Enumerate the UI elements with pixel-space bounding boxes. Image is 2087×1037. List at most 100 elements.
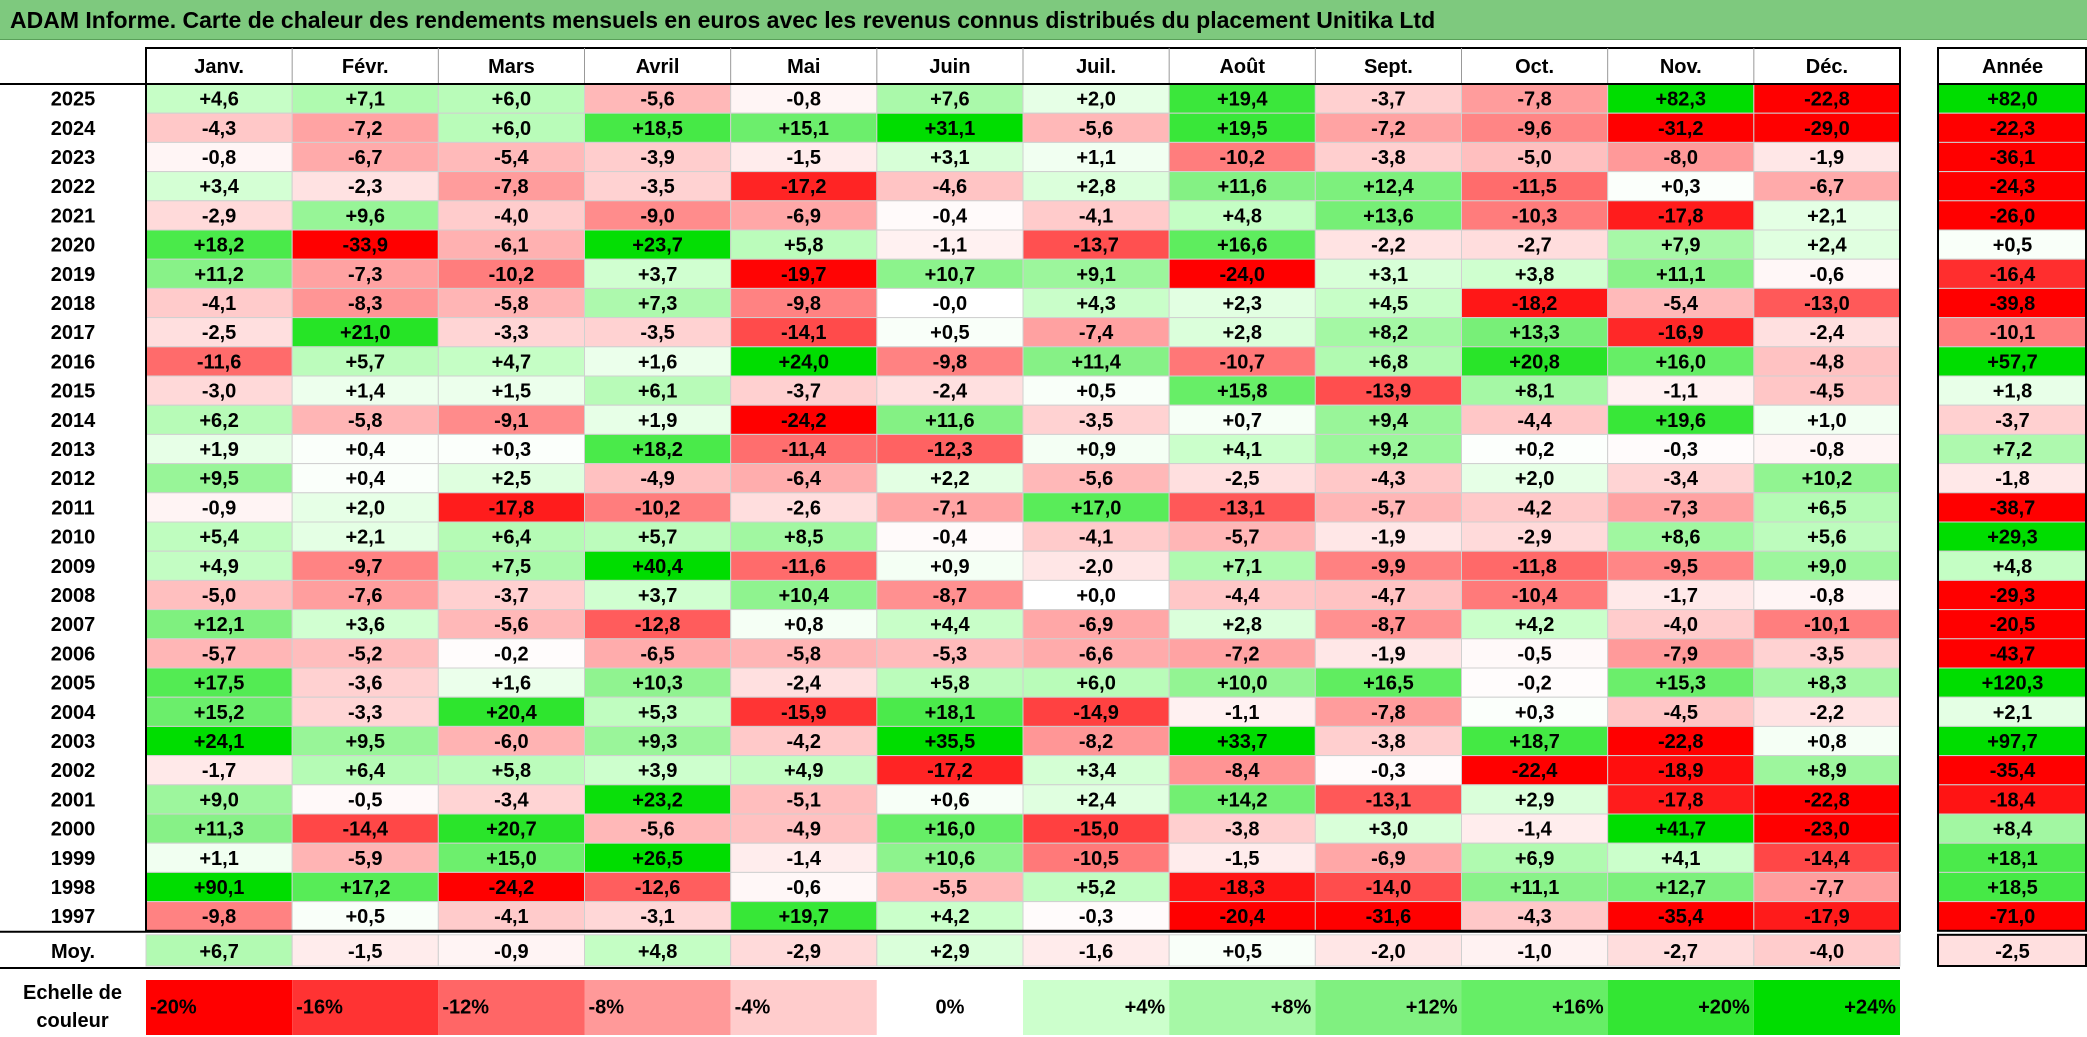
heatmap-cell xyxy=(1753,638,1901,669)
cell-value: -5,8 xyxy=(494,293,528,315)
scale-swatch xyxy=(1023,980,1170,1035)
heatmap-cell xyxy=(584,725,732,757)
heatmap-cell xyxy=(730,696,878,727)
cell-value: +10,7 xyxy=(925,264,976,286)
cell-value: +0,8 xyxy=(784,614,823,636)
avg-cell xyxy=(437,934,586,967)
cell-value: -5,6 xyxy=(1079,468,1113,490)
cell-value: -10,3 xyxy=(1512,205,1558,227)
avg-cell xyxy=(1168,934,1316,967)
cell-value: +14,2 xyxy=(1217,789,1268,811)
heatmap-cell xyxy=(876,696,1024,727)
heatmap-cell xyxy=(1607,609,1755,640)
heatmap-cell xyxy=(1461,171,1609,202)
cell-value: -1,7 xyxy=(202,760,236,782)
cell-value: +1,9 xyxy=(199,439,238,461)
cell-value: -5,6 xyxy=(640,819,674,841)
cell-value: -5,6 xyxy=(640,89,674,111)
cell-value: +0,7 xyxy=(1223,410,1262,432)
annual-value: +18,5 xyxy=(1987,877,2038,899)
cell-value: +3,4 xyxy=(199,176,239,198)
cell-value: +3,0 xyxy=(1369,819,1408,841)
year-label: 2023 xyxy=(51,147,96,169)
annual-value: +2,1 xyxy=(1993,702,2032,724)
annual-value: -35,4 xyxy=(1990,760,2036,782)
annual-cell xyxy=(1937,813,2087,844)
heatmap-cell xyxy=(1314,521,1463,552)
cell-value: +6,0 xyxy=(492,118,531,140)
cell-value: -8,3 xyxy=(348,293,382,315)
heatmap-cell xyxy=(1461,112,1609,143)
cell-value: +2,1 xyxy=(346,527,385,549)
cell-value: +18,1 xyxy=(925,702,976,724)
cell-value: -4,1 xyxy=(1079,527,1113,549)
heatmap-cell xyxy=(1461,696,1609,727)
cell-value: +20,4 xyxy=(486,702,537,724)
cell-value: -4,6 xyxy=(933,176,967,198)
heatmap-cell xyxy=(1753,696,1901,727)
cell-value: +2,4 xyxy=(1076,789,1116,811)
heatmap-cell xyxy=(1753,609,1901,640)
cell-value: -0,8 xyxy=(1810,439,1844,461)
cell-value: -9,8 xyxy=(787,293,821,315)
cell-value: +5,8 xyxy=(930,673,969,695)
cell-value: +24,0 xyxy=(778,351,829,373)
month-header-11: Nov. xyxy=(1660,56,1702,78)
cell-value: -8,2 xyxy=(1079,731,1113,753)
month-header-4: Avril xyxy=(636,56,680,78)
cell-value: -33,9 xyxy=(342,235,388,257)
avg-cell xyxy=(1314,934,1463,967)
annual-value: -36,1 xyxy=(1990,147,2036,169)
cell-value: -7,2 xyxy=(1225,643,1259,665)
cell-value: +2,0 xyxy=(1515,468,1554,490)
cell-value: +12,7 xyxy=(1655,877,1706,899)
cell-value: +6,9 xyxy=(1515,848,1554,870)
heatmap-cell xyxy=(291,784,439,815)
heatmap-cell xyxy=(1168,579,1316,611)
heatmap-cell xyxy=(584,433,732,465)
heatmap-cell xyxy=(1607,200,1755,231)
cell-value: +3,8 xyxy=(1515,264,1554,286)
cell-value: -13,0 xyxy=(1804,293,1850,315)
avg-value: +2,9 xyxy=(930,941,969,963)
cell-value: -6,9 xyxy=(1371,848,1405,870)
annual-cell xyxy=(1937,842,2087,873)
month-header-7: Juil. xyxy=(1076,56,1116,78)
cell-value: +7,9 xyxy=(1661,235,1700,257)
cell-value: +2,8 xyxy=(1076,176,1115,198)
cell-value: +82,3 xyxy=(1655,89,1706,111)
year-label: 2007 xyxy=(51,614,96,636)
cell-value: +6,4 xyxy=(492,527,532,549)
cell-value: +1,0 xyxy=(1807,410,1846,432)
heatmap-cell xyxy=(1314,667,1463,698)
heatmap-cell xyxy=(876,492,1024,523)
annual-cell xyxy=(1937,463,2087,494)
annual-value: +7,2 xyxy=(1993,439,2032,461)
heatmap-cell xyxy=(1461,317,1609,348)
heatmap-cell xyxy=(1022,229,1170,260)
cell-value: -6,4 xyxy=(787,468,822,490)
heatmap-cell xyxy=(730,171,878,202)
annual-value: -26,0 xyxy=(1990,205,2036,227)
cell-value: -1,4 xyxy=(787,848,822,870)
cell-value: -17,2 xyxy=(781,176,827,198)
avg-value: -2,7 xyxy=(1664,941,1698,963)
cell-value: -7,8 xyxy=(494,176,528,198)
avg-cell xyxy=(291,934,439,967)
cell-value: +4,1 xyxy=(1223,439,1262,461)
heatmap-cell xyxy=(1753,667,1901,698)
cell-value: -8,4 xyxy=(1225,760,1260,782)
heatmap-cell xyxy=(1753,229,1901,260)
cell-value: -24,0 xyxy=(1219,264,1265,286)
heatmap-cell xyxy=(1607,258,1755,289)
heatmap-cell xyxy=(730,492,878,523)
annual-cell xyxy=(1937,725,2087,757)
annual-cell xyxy=(1937,550,2087,581)
year-label: 2010 xyxy=(51,527,96,549)
cell-value: -5,6 xyxy=(494,614,528,636)
cell-value: -2,9 xyxy=(202,205,236,227)
heatmap-cell xyxy=(437,317,586,348)
cell-value: -5,8 xyxy=(348,410,382,432)
cell-value: +19,4 xyxy=(1217,89,1268,111)
cell-value: +1,6 xyxy=(638,351,677,373)
